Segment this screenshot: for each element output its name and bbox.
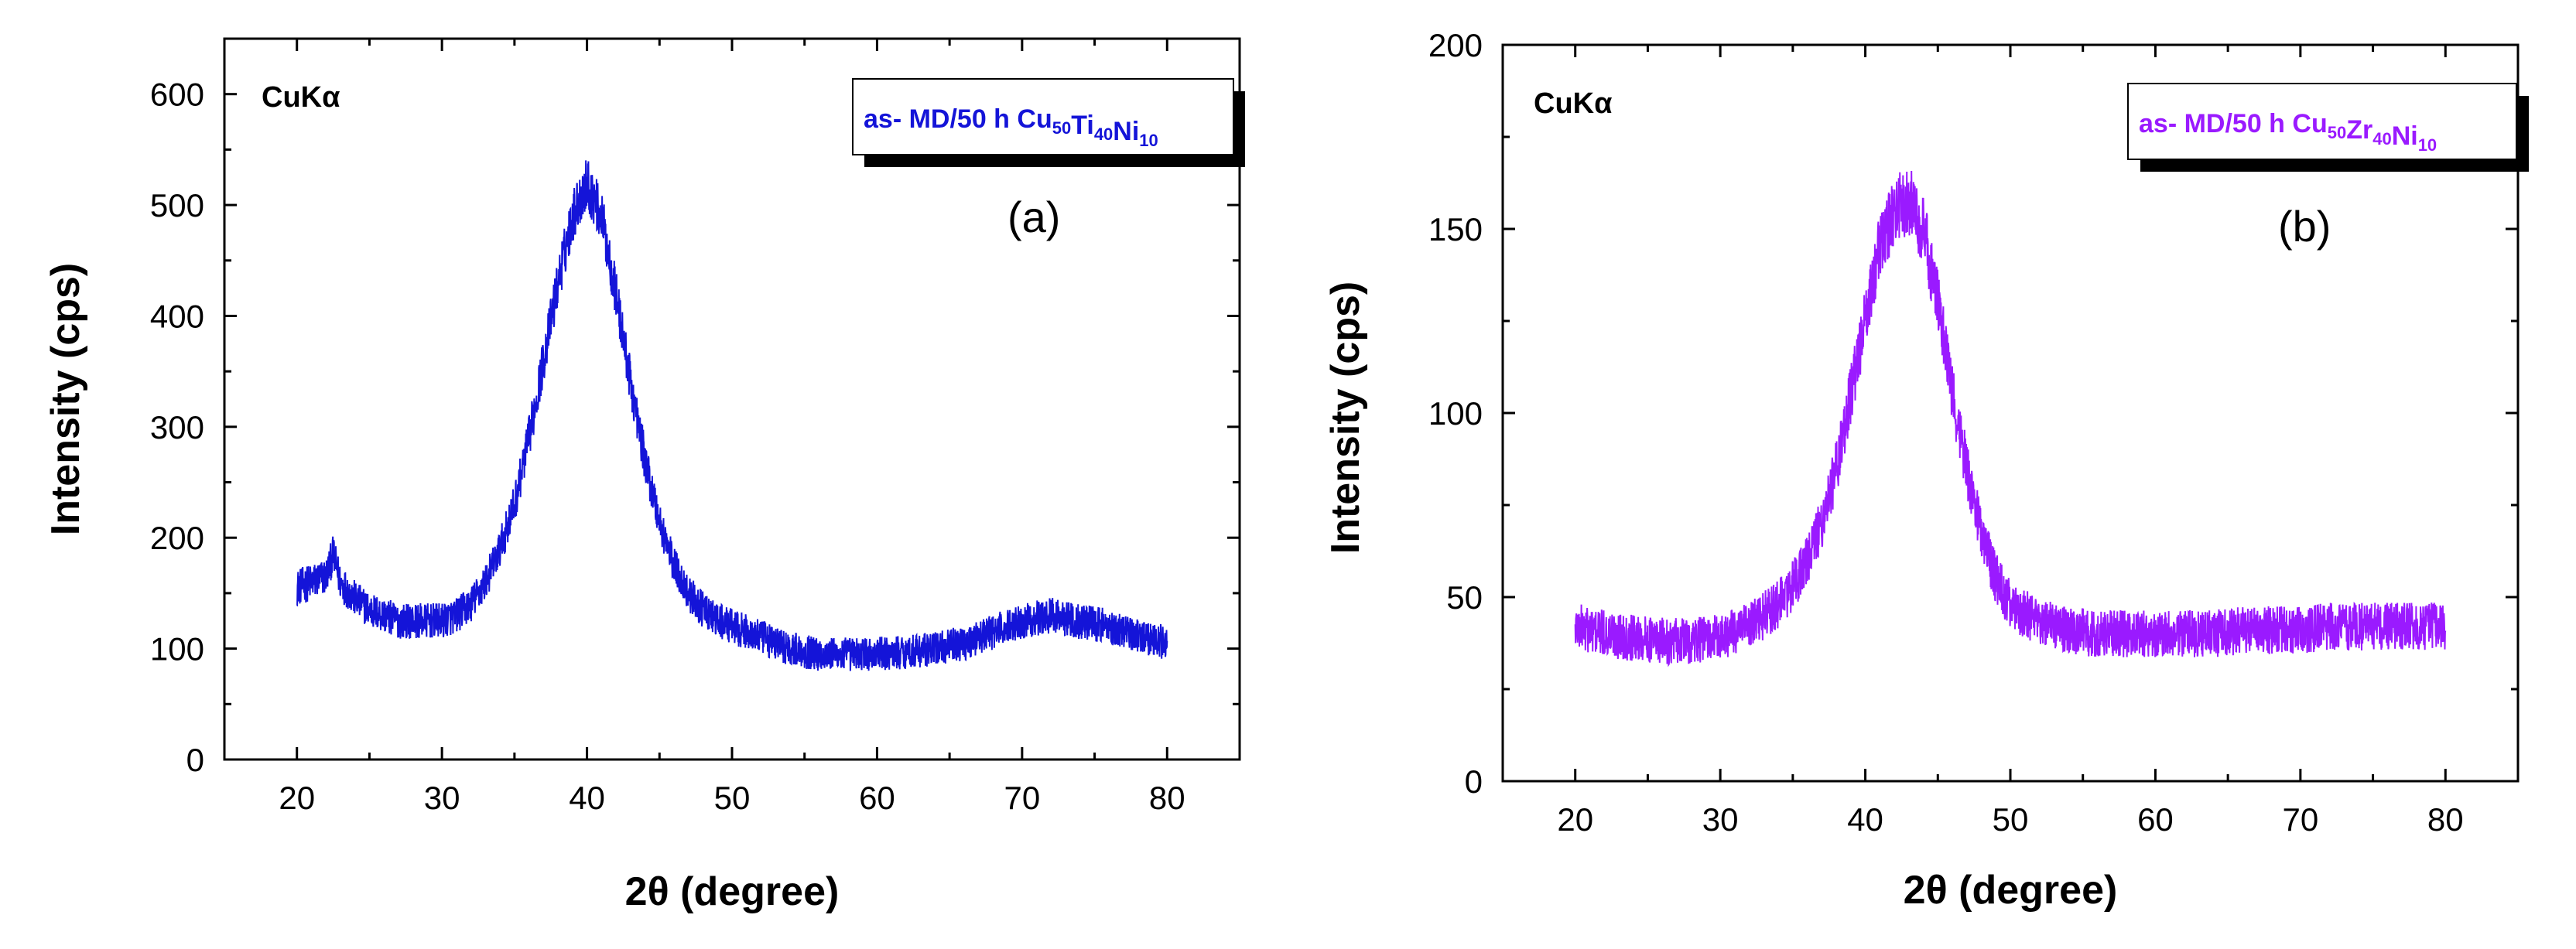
y-tick-label: 500 [150,187,204,224]
y-tick-label: 150 [1428,211,1483,247]
series-line-cu50ti40ni10 [296,160,1168,671]
y-tick-label: 100 [150,631,204,667]
legend-box [852,78,1234,155]
chart-panel-b: 20 30 40 50 60 70 80 0 50 100 150 200 CuKα (b) as- … [1323,27,2529,913]
radiation-label: CuKα [1534,87,1612,120]
x-tick-label: 70 [1004,780,1040,816]
x-tick-label: 20 [279,780,315,816]
legend: as- MD/50 h Cu50Zr40Ni10 [2127,83,2529,172]
x-tick-label: 60 [2137,801,2174,838]
y-tick-label: 0 [186,742,204,778]
y-tick-label: 600 [150,77,204,113]
radiation-label: CuKα [262,81,340,114]
x-tick-label: 20 [1557,801,1593,838]
x-tick-label: 80 [1149,780,1185,816]
x-tick-label: 50 [714,780,751,816]
x-axis-title: 2θ (degree) [625,869,840,914]
y-tick-label: 300 [150,409,204,445]
x-tick-label: 50 [1993,801,2029,838]
x-tick-label: 30 [424,780,460,816]
y-tick-label: 0 [1465,763,1483,800]
y-axis-title: Intensity (cps) [1323,282,1368,555]
axis-ticks: 20 30 40 50 60 70 80 0 100 200 300 400 500 600 [150,39,1241,816]
legend-box [2127,83,2517,160]
x-tick-label: 30 [1702,801,1739,838]
axis-ticks: 20 30 40 50 60 70 80 0 50 100 150 200 [1428,27,2520,838]
y-tick-label: 100 [1428,395,1483,432]
x-tick-label: 40 [1847,801,1883,838]
panel-label: (b) [2278,202,2331,251]
legend: as- MD/50 h Cu50Ti40Ni10 [852,78,1245,167]
x-tick-label: 60 [859,780,895,816]
x-tick-label: 40 [569,780,605,816]
x-tick-label: 80 [2427,801,2464,838]
y-axis-title: Intensity (cps) [43,263,88,536]
chart-panel-a: 20 30 40 50 60 70 80 0 100 200 300 400 500 600 CuKα (… [43,37,1245,914]
y-tick-label: 200 [1428,27,1483,63]
y-tick-label: 400 [150,298,204,334]
series-line-cu50zr40ni10 [1574,170,2447,667]
legend-label: as- MD/50 h Cu50Ti40Ni10 [864,104,1158,150]
y-tick-label: 50 [1446,579,1483,616]
legend-label: as- MD/50 h Cu50Zr40Ni10 [2139,109,2437,155]
y-tick-label: 200 [150,520,204,556]
x-axis-title: 2θ (degree) [1904,868,2118,913]
panel-label: (a) [1007,193,1060,241]
x-tick-label: 70 [2282,801,2318,838]
